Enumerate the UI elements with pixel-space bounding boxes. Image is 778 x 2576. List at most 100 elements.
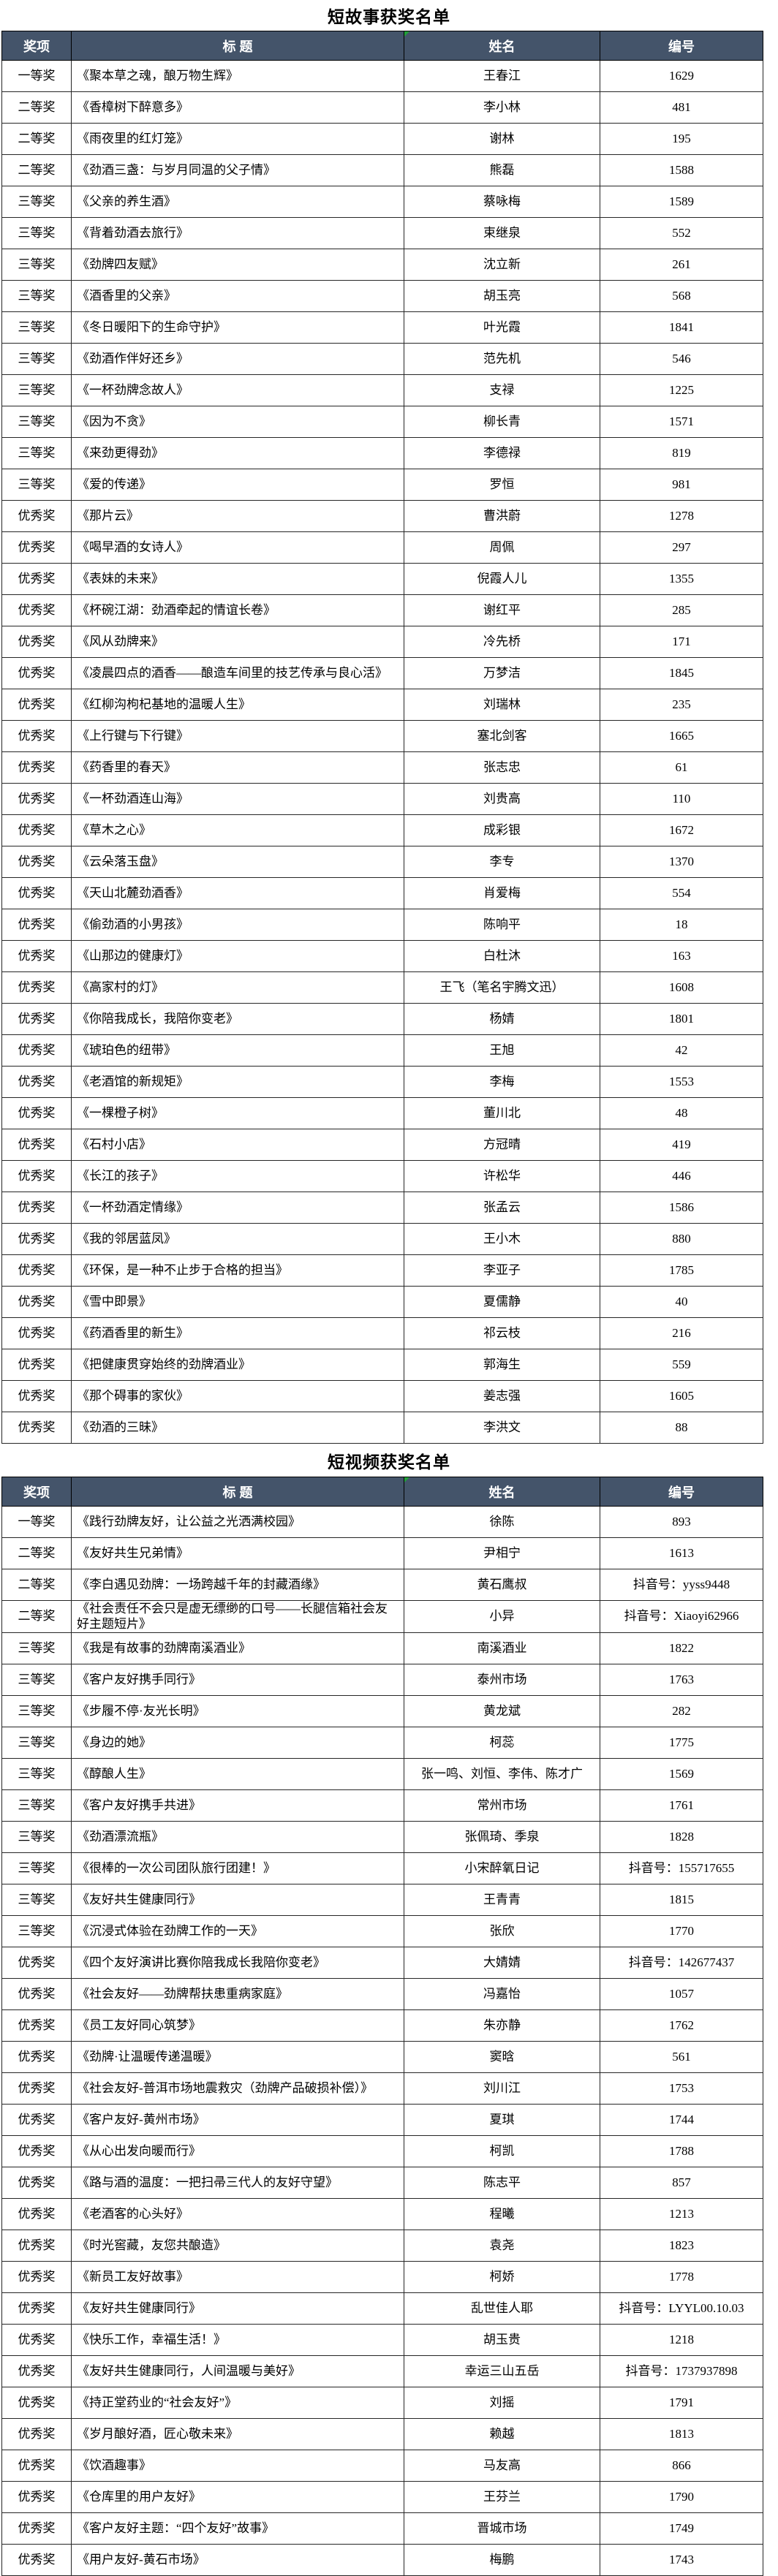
cell-name: 梅鹏 <box>404 2544 600 2576</box>
column-header-name: 姓名 <box>404 1477 600 1507</box>
cell-number: 1613 <box>600 1537 763 1569</box>
table-row: 优秀奖 《友好共生健康同行》 乱世佳人耶 抖音号：LYYL00.10.03 <box>1 2292 763 2325</box>
table-row: 优秀奖 《一杯劲酒连山海》 刘贵高 110 <box>1 783 763 815</box>
cell-award: 优秀奖 <box>1 1129 72 1161</box>
cell-title: 《四个友好演讲比赛你陪我成长我陪你变老》 <box>71 1947 404 1980</box>
cell-title: 《友好共生健康同行》 <box>71 1884 404 1917</box>
cell-title: 《客户友好携手同行》 <box>71 1664 404 1697</box>
cell-number: 1762 <box>600 2009 763 2042</box>
cell-number: 抖音号：1737937898 <box>600 2355 763 2388</box>
cell-name: 朱亦静 <box>404 2009 600 2042</box>
cell-number: 1791 <box>600 2387 763 2420</box>
table-row: 三等奖 《父亲的养生酒》 蔡咏梅 1589 <box>1 186 763 218</box>
cell-award: 优秀奖 <box>1 2072 72 2105</box>
cell-number: 297 <box>600 531 763 564</box>
cell-number: 1553 <box>600 1066 763 1098</box>
table-row: 二等奖 《香樟树下醉意多》 李小林 481 <box>1 91 763 124</box>
cell-award: 三等奖 <box>1 1915 72 1948</box>
cell-award: 三等奖 <box>1 1727 72 1759</box>
cell-name: 李梅 <box>404 1066 600 1098</box>
cell-title: 《劲牌·让温暖传递温暖》 <box>71 2041 404 2074</box>
cell-award: 优秀奖 <box>1 2418 72 2451</box>
cell-name: 陈响平 <box>404 909 600 941</box>
cell-award: 三等奖 <box>1 406 72 438</box>
cell-title: 《劲牌四友赋》 <box>71 249 404 281</box>
cell-name: 张孟云 <box>404 1192 600 1224</box>
cell-name: 冯嘉怡 <box>404 1978 600 2011</box>
cell-title: 《践行劲牌友好，让公益之光洒满校园》 <box>71 1506 404 1538</box>
table-row: 三等奖 《步履不停·友光长明》 黄龙斌 282 <box>1 1695 763 1728</box>
table-row: 三等奖 《劲牌四友赋》 沈立新 261 <box>1 249 763 281</box>
table-row: 三等奖 《友好共生健康同行》 王青青 1815 <box>1 1884 763 1917</box>
cell-title: 《爱的传递》 <box>71 469 404 501</box>
cell-name: 倪霞人儿 <box>404 563 600 595</box>
cell-award: 优秀奖 <box>1 563 72 595</box>
cell-award: 优秀奖 <box>1 2355 72 2388</box>
cell-award: 优秀奖 <box>1 594 72 626</box>
cell-number: 1355 <box>600 563 763 595</box>
cell-title: 《时光窖藏，友您共酿造》 <box>71 2230 404 2262</box>
cell-award: 三等奖 <box>1 186 72 218</box>
cell-award: 优秀奖 <box>1 2292 72 2325</box>
cell-title: 《喝早酒的女诗人》 <box>71 531 404 564</box>
cell-number: 1763 <box>600 1664 763 1697</box>
cell-title: 《沉浸式体验在劲牌工作的一天》 <box>71 1915 404 1948</box>
cell-number: 1589 <box>600 186 763 218</box>
short-video-awards-table: 奖项标 题姓名 编号 一等奖 《践行劲牌友好，让公益之光洒满校园》 徐陈 893 二等奖《… <box>1 1477 763 2576</box>
cell-number: 235 <box>600 689 763 721</box>
cell-number: 1790 <box>600 2481 763 2514</box>
header-row: 奖项标 题姓名 编号 <box>1 1477 763 1507</box>
cell-award: 一等奖 <box>1 1506 72 1538</box>
cell-title: 《药酒香里的新生》 <box>71 1317 404 1349</box>
table-row: 优秀奖 《偷劲酒的小男孩》 陈响平 18 <box>1 909 763 941</box>
cell-number: 880 <box>600 1223 763 1255</box>
cell-title: 《友好共生健康同行》 <box>71 2292 404 2325</box>
cell-number: 559 <box>600 1349 763 1381</box>
cell-number: 1588 <box>600 154 763 186</box>
cell-number: 893 <box>600 1506 763 1538</box>
cell-number: 1823 <box>600 2230 763 2262</box>
cell-title: 《那片云》 <box>71 500 404 532</box>
cell-name: 熊磊 <box>404 154 600 186</box>
cell-name: 陈志平 <box>404 2167 600 2200</box>
cell-name: 赖越 <box>404 2418 600 2451</box>
cell-name: 袁尧 <box>404 2230 600 2262</box>
cell-title: 《一杯劲酒连山海》 <box>71 783 404 815</box>
cell-title: 《友好共生兄弟情》 <box>71 1537 404 1569</box>
cell-number: 1672 <box>600 814 763 846</box>
cell-title: 《岁月酿好酒，匠心敬未来》 <box>71 2418 404 2451</box>
table-row: 优秀奖 《岁月酿好酒，匠心敬未来》 赖越 1813 <box>1 2418 763 2451</box>
cell-name: 杨婧 <box>404 1003 600 1035</box>
cell-title: 《饮酒趣事》 <box>71 2450 404 2482</box>
cell-award: 优秀奖 <box>1 2324 72 2357</box>
cell-number: 1822 <box>600 1632 763 1665</box>
cell-title: 《友好共生健康同行，人间温暖与美好》 <box>71 2355 404 2388</box>
table-row: 优秀奖 《琥珀色的纽带》 王旭 42 <box>1 1034 763 1067</box>
cell-title: 《劲酒三盏：与岁月同温的父子情》 <box>71 154 404 186</box>
table-row: 优秀奖 《云朵落玉盘》 李专 1370 <box>1 846 763 878</box>
column-header-award: 奖项 <box>1 1477 72 1507</box>
cell-number: 554 <box>600 877 763 909</box>
cell-award: 二等奖 <box>1 1569 72 1601</box>
table-row: 优秀奖 《客户友好主题：“四个友好”故事》 晋城市场 1749 <box>1 2512 763 2545</box>
column-header-title: 标 题 <box>71 31 404 61</box>
green-corner-marker-icon <box>404 1477 409 1482</box>
cell-name: 束继泉 <box>404 217 600 249</box>
cell-name: 塞北剑客 <box>404 720 600 752</box>
cell-name: 王小木 <box>404 1223 600 1255</box>
table-row: 三等奖 《因为不贪》 柳长青 1571 <box>1 406 763 438</box>
cell-award: 优秀奖 <box>1 751 72 784</box>
cell-award: 优秀奖 <box>1 2450 72 2482</box>
cell-title: 《新员工友好故事》 <box>71 2261 404 2294</box>
table-row: 优秀奖 《雪中即景》 夏儒静 40 <box>1 1286 763 1318</box>
cell-award: 优秀奖 <box>1 971 72 1004</box>
table-row: 优秀奖 《把健康贯穿始终的劲牌酒业》 郭海生 559 <box>1 1349 763 1381</box>
table-row: 优秀奖 《石村小店》 方冠晴 419 <box>1 1129 763 1161</box>
cell-title: 《冬日暖阳下的生命守护》 <box>71 311 404 344</box>
cell-number: 抖音号：155717655 <box>600 1852 763 1885</box>
table-row: 优秀奖 《环保，是一种不止步于合格的担当》 李亚子 1785 <box>1 1254 763 1287</box>
cell-name: 常州市场 <box>404 1789 600 1822</box>
cell-name: 谢林 <box>404 123 600 155</box>
cell-number: 1778 <box>600 2261 763 2294</box>
